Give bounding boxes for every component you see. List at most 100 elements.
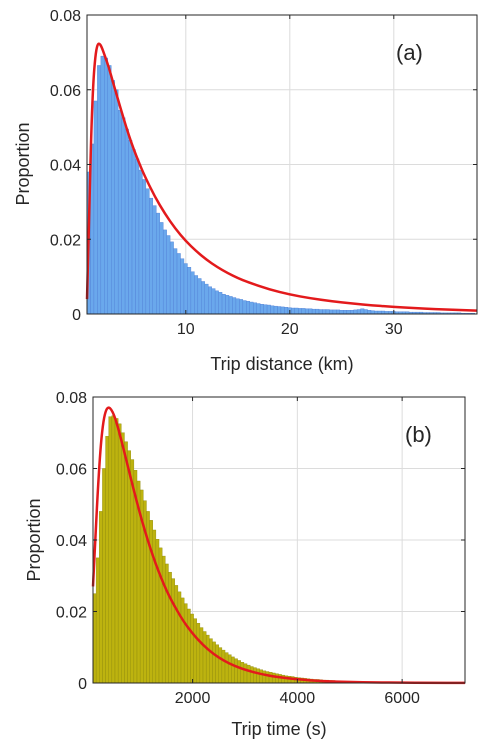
histogram-bar-b bbox=[202, 631, 207, 684]
histogram-bar-a bbox=[360, 308, 365, 315]
histogram-bar-a bbox=[291, 307, 295, 315]
histogram-bar-a bbox=[232, 297, 237, 315]
histogram-bar-a bbox=[339, 310, 344, 315]
histogram-bar-b bbox=[234, 658, 238, 684]
y-tick-label-b-1: 0.02 bbox=[56, 605, 87, 622]
histogram-bar-a bbox=[121, 117, 126, 315]
histogram-bar-a bbox=[235, 298, 240, 315]
histogram-bar-a bbox=[246, 301, 250, 315]
histogram-bar-a bbox=[253, 302, 257, 315]
fit-curve-a bbox=[85, 42, 478, 312]
histogram-bar-a bbox=[304, 308, 309, 315]
histogram-bar-a bbox=[318, 309, 323, 315]
histogram-bar-a bbox=[363, 309, 368, 315]
histogram-bar-b bbox=[95, 557, 100, 684]
histogram-bar-a bbox=[266, 304, 271, 315]
histogram-bar-a bbox=[277, 306, 282, 315]
histogram-bar-a bbox=[176, 253, 181, 315]
y-axis-label-b: Proportion bbox=[24, 498, 44, 581]
histogram-bar-a bbox=[211, 288, 216, 315]
histogram-bar-b bbox=[196, 623, 201, 684]
histogram-bar-b bbox=[209, 638, 213, 684]
histogram-bar-b bbox=[174, 585, 179, 684]
histogram-bar-a bbox=[159, 222, 164, 315]
panel-label-b: (b) bbox=[405, 422, 432, 447]
histogram-bar-b bbox=[224, 652, 229, 684]
histogram-bar-b bbox=[99, 511, 103, 684]
ticks-a: 10 20 30 0 0.02 0.04 0.06 0.08 bbox=[50, 8, 477, 338]
x-tick-label-a-1: 20 bbox=[281, 321, 299, 338]
x-tick-label-a-0: 10 bbox=[177, 321, 195, 338]
x-tick-label-b-2: 6000 bbox=[384, 690, 420, 707]
histogram-bar-b bbox=[111, 415, 116, 684]
histogram-bar-b bbox=[199, 627, 204, 684]
histogram-bar-a bbox=[218, 292, 223, 315]
histogram-bar-a bbox=[284, 307, 289, 315]
histogram-bar-a bbox=[239, 299, 244, 315]
histogram-bar-a bbox=[214, 290, 219, 315]
x-tick-label-b-1: 4000 bbox=[280, 690, 316, 707]
y-tick-label-b-2: 0.04 bbox=[56, 533, 87, 550]
histogram-bar-b bbox=[275, 673, 279, 684]
histogram-bar-a bbox=[353, 309, 358, 315]
y-tick-label-a-1: 0.02 bbox=[50, 232, 81, 249]
histogram-bar-b bbox=[187, 608, 191, 684]
histogram-bar-b bbox=[177, 591, 182, 684]
histogram-bar-a bbox=[166, 235, 171, 315]
histogram-bar-b bbox=[218, 647, 223, 684]
y-tick-label-a-0: 0 bbox=[72, 307, 81, 324]
histogram-bar-a bbox=[111, 80, 115, 315]
chart-trip-time: 2000 4000 6000 0 0.02 0.04 0.06 0.08 (b) Trip t… bbox=[24, 390, 466, 739]
histogram-bar-b bbox=[271, 672, 276, 684]
ticks-b: 2000 4000 6000 0 0.02 0.04 0.06 0.08 bbox=[56, 390, 465, 707]
histogram-bar-a bbox=[128, 140, 133, 315]
y-tick-label-b-3: 0.06 bbox=[56, 462, 87, 479]
histogram-bar-b bbox=[108, 416, 113, 684]
histogram-bars-b bbox=[92, 415, 465, 684]
histogram-bar-a bbox=[343, 310, 347, 315]
histogram-bar-b bbox=[237, 660, 241, 684]
histogram-bar-a bbox=[370, 310, 375, 315]
histogram-bar-b bbox=[227, 654, 232, 684]
histogram-bar-a bbox=[190, 271, 195, 315]
histogram-bar-b bbox=[117, 423, 122, 684]
histogram-bar-b bbox=[243, 663, 248, 684]
histogram-bar-a bbox=[315, 308, 320, 315]
histogram-bar-a bbox=[187, 267, 192, 315]
histogram-bar-a bbox=[356, 309, 361, 315]
histogram-bar-a bbox=[332, 309, 337, 315]
histogram-bar-b bbox=[190, 613, 194, 684]
histogram-bar-a bbox=[301, 308, 306, 315]
y-tick-label-a-4: 0.08 bbox=[50, 8, 81, 25]
histogram-bar-a bbox=[325, 309, 330, 315]
histogram-bar-b bbox=[180, 597, 185, 684]
histogram-bar-b bbox=[262, 670, 267, 684]
y-axis-label-a: Proportion bbox=[13, 122, 33, 205]
x-axis-label-b: Trip time (s) bbox=[231, 719, 326, 739]
histogram-bar-a bbox=[124, 128, 129, 315]
histogram-bar-a bbox=[336, 309, 341, 315]
panel-label-a: (a) bbox=[396, 40, 423, 65]
histogram-bar-a bbox=[152, 205, 157, 315]
histogram-bar-a bbox=[259, 304, 264, 315]
histogram-bar-a bbox=[298, 308, 302, 315]
histogram-bar-a bbox=[162, 229, 167, 315]
histogram-bar-a bbox=[329, 309, 334, 315]
histogram-bar-a bbox=[256, 303, 261, 315]
histogram-bar-a bbox=[93, 100, 98, 315]
histogram-bar-b bbox=[256, 668, 260, 684]
histogram-bar-b bbox=[249, 666, 254, 684]
histogram-bar-a bbox=[131, 149, 136, 315]
histogram-bar-a bbox=[208, 286, 212, 315]
histogram-bar-b bbox=[215, 644, 219, 684]
histogram-bar-a bbox=[270, 305, 275, 315]
histogram-bar-b bbox=[205, 634, 210, 684]
histogram-bar-a bbox=[221, 293, 226, 315]
histogram-bar-a bbox=[350, 310, 354, 315]
histogram-bar-a bbox=[197, 278, 202, 315]
histogram-bar-a bbox=[97, 65, 102, 315]
histogram-bar-a bbox=[280, 306, 285, 315]
histogram-bar-a bbox=[138, 169, 143, 315]
y-tick-label-b-0: 0 bbox=[78, 676, 87, 693]
